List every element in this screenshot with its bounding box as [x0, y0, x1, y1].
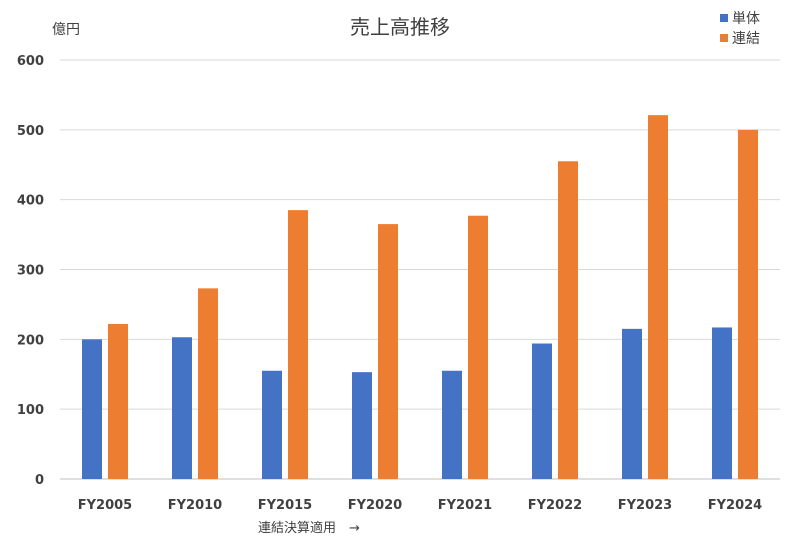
legend-label: 連結 — [732, 31, 760, 47]
y-tick-label: 500 — [17, 124, 44, 139]
legend-label: 単体 — [732, 11, 760, 27]
bar-consolidated-fy2015 — [288, 210, 308, 479]
y-tick-label: 0 — [35, 473, 44, 488]
bars — [82, 115, 758, 480]
chart-title: 売上高推移 — [350, 15, 450, 39]
legend-swatch — [720, 34, 728, 42]
consolidation-note: 連結決算適用 → — [258, 520, 360, 536]
x-tick-label: FY2010 — [168, 498, 222, 513]
gridlines — [60, 59, 780, 480]
x-axis-ticks: FY2005 FY2010 FY2015 FY2020 FY2021 FY2022 FY20… — [78, 498, 762, 513]
bar-standalone-fy2021 — [442, 370, 462, 479]
y-axis-unit-label: 億円 — [52, 22, 80, 38]
bar-consolidated-fy2005 — [108, 323, 128, 479]
x-tick-label: FY2021 — [438, 498, 492, 513]
y-tick-label: 600 — [17, 54, 44, 69]
bar-consolidated-fy2020 — [378, 224, 398, 479]
bar-standalone-fy2020 — [352, 372, 372, 479]
x-tick-label: FY2024 — [708, 498, 762, 513]
bar-standalone-fy2023 — [622, 328, 642, 479]
bar-standalone-fy2024 — [712, 327, 732, 479]
bar-standalone-fy2005 — [82, 339, 102, 479]
x-tick-label: FY2023 — [618, 498, 672, 513]
x-tick-label: FY2020 — [348, 498, 402, 513]
legend-swatch — [720, 14, 728, 22]
bar-consolidated-fy2024 — [738, 129, 758, 480]
bar-consolidated-fy2022 — [558, 161, 578, 479]
bar-consolidated-fy2021 — [468, 215, 488, 479]
x-tick-label: FY2022 — [528, 498, 582, 513]
bar-consolidated-fy2023 — [648, 115, 668, 479]
x-tick-label: FY2005 — [78, 498, 132, 513]
y-tick-label: 300 — [17, 264, 44, 279]
bar-standalone-fy2022 — [532, 343, 552, 479]
bar-standalone-fy2015 — [262, 370, 282, 479]
y-tick-label: 200 — [17, 333, 44, 348]
bar-standalone-fy2010 — [172, 337, 192, 479]
y-tick-label: 400 — [17, 194, 44, 209]
bar-consolidated-fy2010 — [198, 288, 218, 479]
x-tick-label: FY2015 — [258, 498, 312, 513]
y-axis-ticks: 0 100 200 300 400 500 600 — [17, 54, 44, 488]
y-tick-label: 100 — [17, 403, 44, 418]
